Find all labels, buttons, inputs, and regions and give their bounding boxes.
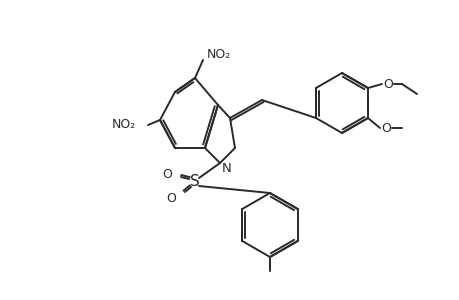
Text: O: O bbox=[380, 122, 390, 134]
Text: S: S bbox=[190, 175, 200, 190]
Text: NO₂: NO₂ bbox=[207, 47, 230, 61]
Text: O: O bbox=[162, 167, 172, 181]
Text: N: N bbox=[222, 163, 231, 176]
Text: O: O bbox=[166, 191, 175, 205]
Text: O: O bbox=[382, 77, 392, 91]
Text: NO₂: NO₂ bbox=[112, 118, 136, 131]
